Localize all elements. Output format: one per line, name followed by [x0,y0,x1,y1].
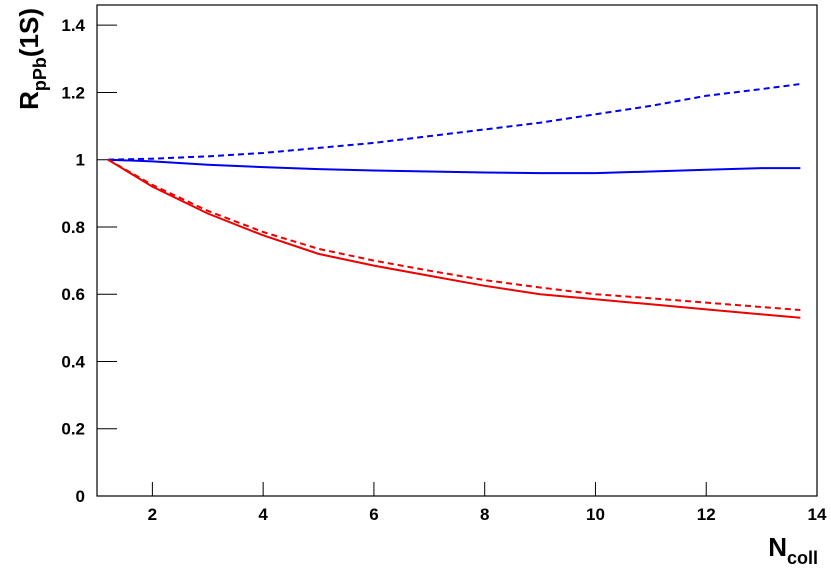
x-axis-label: Ncoll [768,532,818,568]
y-tick-label: 1 [76,151,85,170]
y-tick-label: 0.4 [61,352,85,371]
series-line [107,158,801,312]
x-tick-label: 4 [258,505,268,524]
y-tick-label: 0.6 [61,285,85,304]
y-tick-label: 1.4 [61,16,85,35]
y-tick-label: 0.8 [61,218,85,237]
x-tick-label: 12 [697,505,716,524]
y-tick-label: 0.2 [61,420,85,439]
x-tick-label: 8 [480,505,489,524]
x-tick-label: 14 [808,505,827,524]
x-label-main: N [768,532,787,562]
y-label-main: R [14,91,44,110]
y-axis-label: RpPb(1S) [14,8,50,110]
series-line [108,158,801,175]
series-line [107,158,801,319]
y-label-suffix: (1S) [14,8,44,57]
x-label-sub: coll [787,548,818,568]
y-tick-label: 1.2 [61,83,85,102]
y-label-sub: pPb [30,57,50,91]
y-tick-label: 0 [76,487,85,506]
x-tick-label: 10 [586,505,605,524]
plot-frame [96,4,818,497]
x-tick-label: 6 [369,505,378,524]
x-tick-label: 2 [148,505,157,524]
series-line [108,83,801,161]
